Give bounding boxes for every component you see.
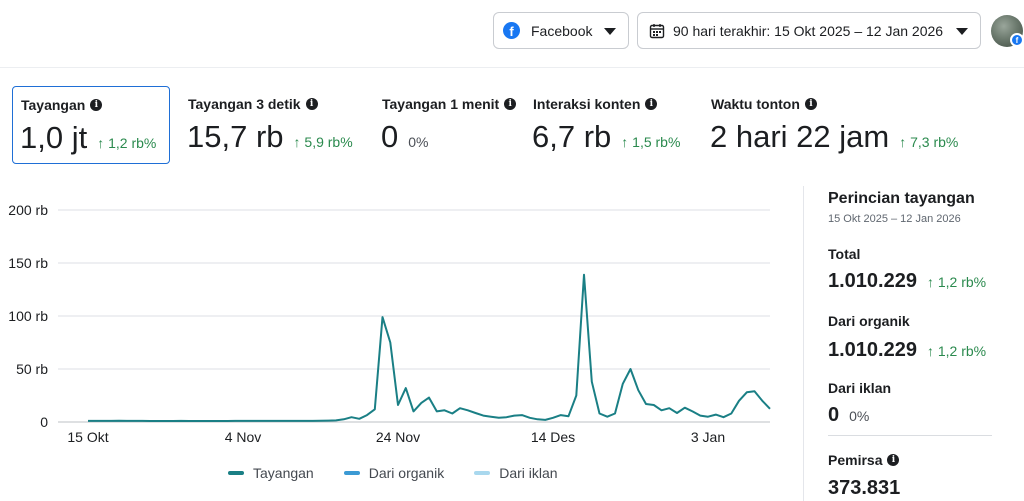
y-tick-label: 200 rb <box>8 202 48 218</box>
info-icon[interactable]: i <box>90 99 103 111</box>
legend-item-dari-iklan[interactable]: Dari iklan <box>474 465 558 481</box>
metric-title: Interaksi konten <box>533 96 641 112</box>
legend-label: Dari organik <box>368 465 445 481</box>
date-range-dropdown[interactable]: 90 hari terakhir: 15 Okt 2025 – 12 Jan 2… <box>637 12 981 49</box>
total-value: 1.010.229 <box>828 270 917 292</box>
metric-delta: ↑ 1,5 rb% <box>621 134 681 150</box>
audience-value: 373.831 <box>828 477 901 499</box>
organic-label: Dari organik <box>828 313 910 329</box>
metric-value: 0 <box>381 119 399 154</box>
organic-delta: ↑ 1,2 rb% <box>926 343 987 359</box>
views-breakdown-panel: Perincian tayangan 15 Okt 2025 – 12 Jan … <box>803 186 1024 501</box>
metric-card-interaksi-konten[interactable]: Interaksi konten i 6,7 rb ↑ 1,5 rb% <box>525 86 695 164</box>
metric-title: Tayangan <box>21 97 86 113</box>
y-tick-label: 100 rb <box>8 308 48 324</box>
metric-title: Waktu tonton <box>711 96 800 112</box>
x-tick-label: 14 Des <box>531 429 575 445</box>
legend-item-dari-organik[interactable]: Dari organik <box>343 465 445 481</box>
ads-delta: 0% <box>849 408 870 424</box>
metric-delta: ↑ 1,2 rb% <box>97 135 157 151</box>
legend-label: Tayangan <box>253 465 314 481</box>
chart-legend: Tayangan Dari organik Dari iklan <box>228 465 588 481</box>
platform-dropdown[interactable]: f Facebook <box>493 12 629 49</box>
ads-value: 0 <box>828 404 840 426</box>
metric-title: Tayangan 1 menit <box>382 96 500 112</box>
date-range-label: 90 hari terakhir: 15 Okt 2025 – 12 Jan 2… <box>673 22 944 39</box>
x-tick-label: 24 Nov <box>376 429 420 445</box>
x-tick-label: 3 Jan <box>691 429 725 445</box>
caret-down-icon <box>956 28 968 35</box>
calendar-icon <box>649 23 665 38</box>
y-tick-label: 150 rb <box>8 255 48 271</box>
x-tick-label: 15 Okt <box>67 429 108 445</box>
facebook-badge-icon: f <box>1010 33 1024 47</box>
legend-swatch <box>228 471 244 475</box>
metric-delta: 0% <box>408 134 429 150</box>
audience-label: Pemirsa <box>828 452 883 468</box>
metric-value: 2 hari 22 jam <box>710 119 890 154</box>
metric-title: Tayangan 3 detik <box>188 96 301 112</box>
y-tick-label: 50 rb <box>16 361 48 377</box>
views-line-chart: 0 50 rb 100 rb 150 rb 200 rb 15 Okt 4 Nov 24 No… <box>8 202 771 445</box>
metric-card-tayangan-3-detik[interactable]: Tayangan 3 detik i 15,7 rb ↑ 5,9 rb% <box>180 86 365 164</box>
metric-card-waktu-tonton[interactable]: Waktu tonton i 2 hari 22 jam ↑ 7,3 rb% <box>703 86 983 164</box>
info-icon[interactable]: i <box>504 98 517 110</box>
info-icon[interactable]: i <box>645 98 658 110</box>
metric-value: 6,7 rb <box>532 119 612 154</box>
metric-value: 15,7 rb <box>187 119 284 154</box>
metric-delta: ↑ 7,3 rb% <box>899 134 959 150</box>
divider <box>828 435 992 436</box>
facebook-icon: f <box>503 22 520 39</box>
legend-swatch <box>474 471 491 475</box>
x-tick-label: 4 Nov <box>225 429 262 445</box>
top-bar: f Facebook 90 hari terakhir: 15 Okt 2025… <box>0 0 1024 68</box>
legend-item-tayangan[interactable]: Tayangan <box>228 465 314 481</box>
organic-value: 1.010.229 <box>828 339 917 361</box>
total-label: Total <box>828 246 861 262</box>
series-line-tayangan <box>88 273 771 422</box>
views-chart: 0 50 rb 100 rb 150 rb 200 rb 15 Okt 4 Nov 24 No… <box>0 190 790 501</box>
legend-label: Dari iklan <box>499 465 558 481</box>
metric-card-tayangan[interactable]: Tayangan i 1,0 jt ↑ 1,2 rb% <box>12 86 170 164</box>
metric-value: 1,0 jt <box>20 120 88 155</box>
ads-label: Dari iklan <box>828 380 892 396</box>
y-tick-label: 0 <box>40 414 48 430</box>
info-icon[interactable]: i <box>887 454 900 466</box>
legend-swatch <box>343 471 360 475</box>
metric-card-tayangan-1-menit[interactable]: Tayangan 1 menit i 0 0% <box>374 86 519 164</box>
info-icon[interactable]: i <box>804 98 817 110</box>
caret-down-icon <box>604 28 616 35</box>
total-delta: ↑ 1,2 rb% <box>926 274 987 290</box>
panel-date-range: 15 Okt 2025 – 12 Jan 2026 <box>828 213 961 225</box>
metric-delta: ↑ 5,9 rb% <box>293 134 353 150</box>
panel-title: Perincian tayangan <box>828 190 975 207</box>
platform-label: Facebook <box>531 22 593 39</box>
info-icon[interactable]: i <box>305 98 318 110</box>
